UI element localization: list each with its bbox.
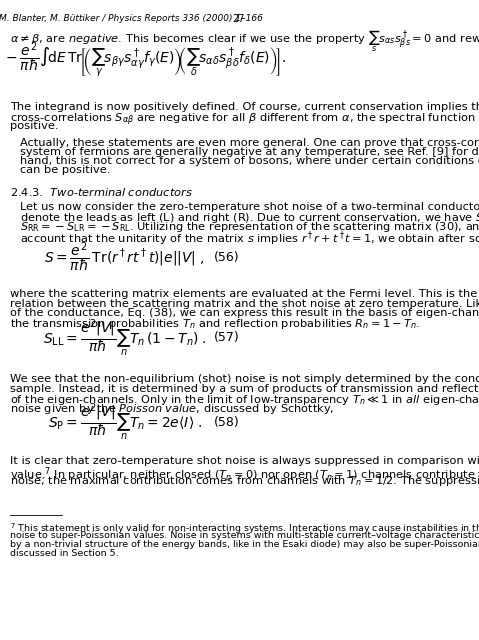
Text: of the conductance, Eq. (38), we can express this result in the basis of eigen-c: of the conductance, Eq. (38), we can exp… [10,308,479,318]
Text: where the scattering matrix elements are evaluated at the Fermi level. This is t: where the scattering matrix elements are… [10,289,479,300]
Text: of the eigen-channels. Only in the limit of low-transparency $T_n \ll 1$ in $\ma: of the eigen-channels. Only in the limit… [10,393,479,407]
Text: It is clear that zero-temperature shot noise is always suppressed in comparison : It is clear that zero-temperature shot n… [10,456,479,466]
Text: Let us now consider the zero-temperature shot noise of a two-terminal conductor.: Let us now consider the zero-temperature… [20,202,479,212]
Text: value.$^7$ In particular, neither closed $(T_n = 0)$ nor open $(T_n = 1)$ channe: value.$^7$ In particular, neither closed… [10,465,479,484]
Text: by a non-trivial structure of the energy bands, like in the Esaki diode) may als: by a non-trivial structure of the energy… [10,540,479,549]
Text: account that the unitarity of the matrix $s$ implies $r^\dagger r + t^\dagger t : account that the unitarity of the matrix… [20,230,479,248]
Text: $^7$ This statement is only valid for non-interacting systems. Interactions may : $^7$ This statement is only valid for no… [10,522,479,536]
Text: 27: 27 [232,14,244,24]
Text: discussed in Section 5.: discussed in Section 5. [10,549,119,559]
Text: $S_{\alpha\beta} = -\dfrac{e^2}{\pi\hbar}\int\! \mathrm{d}E\,\mathrm{Tr}\!\left[: $S_{\alpha\beta} = -\dfrac{e^2}{\pi\hbar… [0,41,285,81]
Text: (58): (58) [214,416,240,429]
Text: 2.4.3.  $\mathit{Two}$-$\mathit{terminal\;conductors}$: 2.4.3. $\mathit{Two}$-$\mathit{terminal\… [10,186,193,198]
Text: noise to super-Poissonian values. Noise in systems with multi-stable current–vol: noise to super-Poissonian values. Noise … [10,531,479,540]
Text: the transmission probabilities $T_n$ and reflection probabilities $R_n = 1 - T_n: the transmission probabilities $T_n$ and… [10,317,420,331]
Text: sample. Instead, it is determined by a sum of products of transmission and refle: sample. Instead, it is determined by a s… [10,384,479,394]
Text: cross-correlations $S_{\alpha\beta}$ are negative for all $\beta$ different from: cross-correlations $S_{\alpha\beta}$ are… [10,112,479,128]
Text: hand, this is not correct for a system of bosons, where under certain conditions: hand, this is not correct for a system o… [20,156,479,166]
Text: $S_{\mathrm{LL}} = \dfrac{e^2|V|}{\pi\hbar}\sum_n T_n\,(1-T_n)\;.$: $S_{\mathrm{LL}} = \dfrac{e^2|V|}{\pi\hb… [43,317,206,358]
Text: (57): (57) [214,332,240,344]
Text: noise given by the $\mathit{Poisson\;value}$, discussed by Schottky,: noise given by the $\mathit{Poisson\;val… [10,403,334,416]
Text: The integrand is now positively defined. Of course, current conservation implies: The integrand is now positively defined.… [10,102,479,113]
Text: noise; the maximal contribution comes from channels with $T_n = 1/2$. The suppre: noise; the maximal contribution comes fr… [10,474,479,488]
Text: relation between the scattering matrix and the shot noise at zero temperature. L: relation between the scattering matrix a… [10,298,479,308]
Text: can be positive.: can be positive. [20,166,110,175]
Text: $S_{\mathrm{P}} = \dfrac{e^2|V|}{\pi\hbar}\sum_n T_n = 2e\langle I\rangle\;.$: $S_{\mathrm{P}} = \dfrac{e^2|V|}{\pi\hba… [48,402,202,443]
Text: $\alpha \neq \beta$, are $\mathit{negative}$. This becomes clear if we use the p: $\alpha \neq \beta$, are $\mathit{negati… [10,29,479,54]
Text: Actually, these statements are even more general. One can prove that cross-corre: Actually, these statements are even more… [20,138,479,148]
Text: denote the leads as left (L) and right (R). Due to current conservation, we have: denote the leads as left (L) and right (… [20,211,479,225]
Text: Ya.M. Blanter, M. Büttiker / Physics Reports 336 (2000) 1–166: Ya.M. Blanter, M. Büttiker / Physics Rep… [0,14,263,23]
Text: system of fermions are generally negative at any temperature, see Ref. [9] for d: system of fermions are generally negativ… [20,147,479,157]
Text: $S = \dfrac{e^2}{\pi\hbar}\,\mathrm{Tr}(r^\dagger r t^\dagger t)|e||V|\;,$: $S = \dfrac{e^2}{\pi\hbar}\,\mathrm{Tr}(… [45,240,205,275]
Text: $S_{\mathrm{RR}} = -S_{\mathrm{LR}} = -S_{\mathrm{RL}}$. Utilizing the represent: $S_{\mathrm{RR}} = -S_{\mathrm{LR}} = -S… [20,220,479,234]
Text: We see that the non-equilibrium (shot) noise is not simply determined by the con: We see that the non-equilibrium (shot) n… [10,374,479,385]
Text: positive.: positive. [10,121,58,131]
Text: (56): (56) [214,251,240,264]
